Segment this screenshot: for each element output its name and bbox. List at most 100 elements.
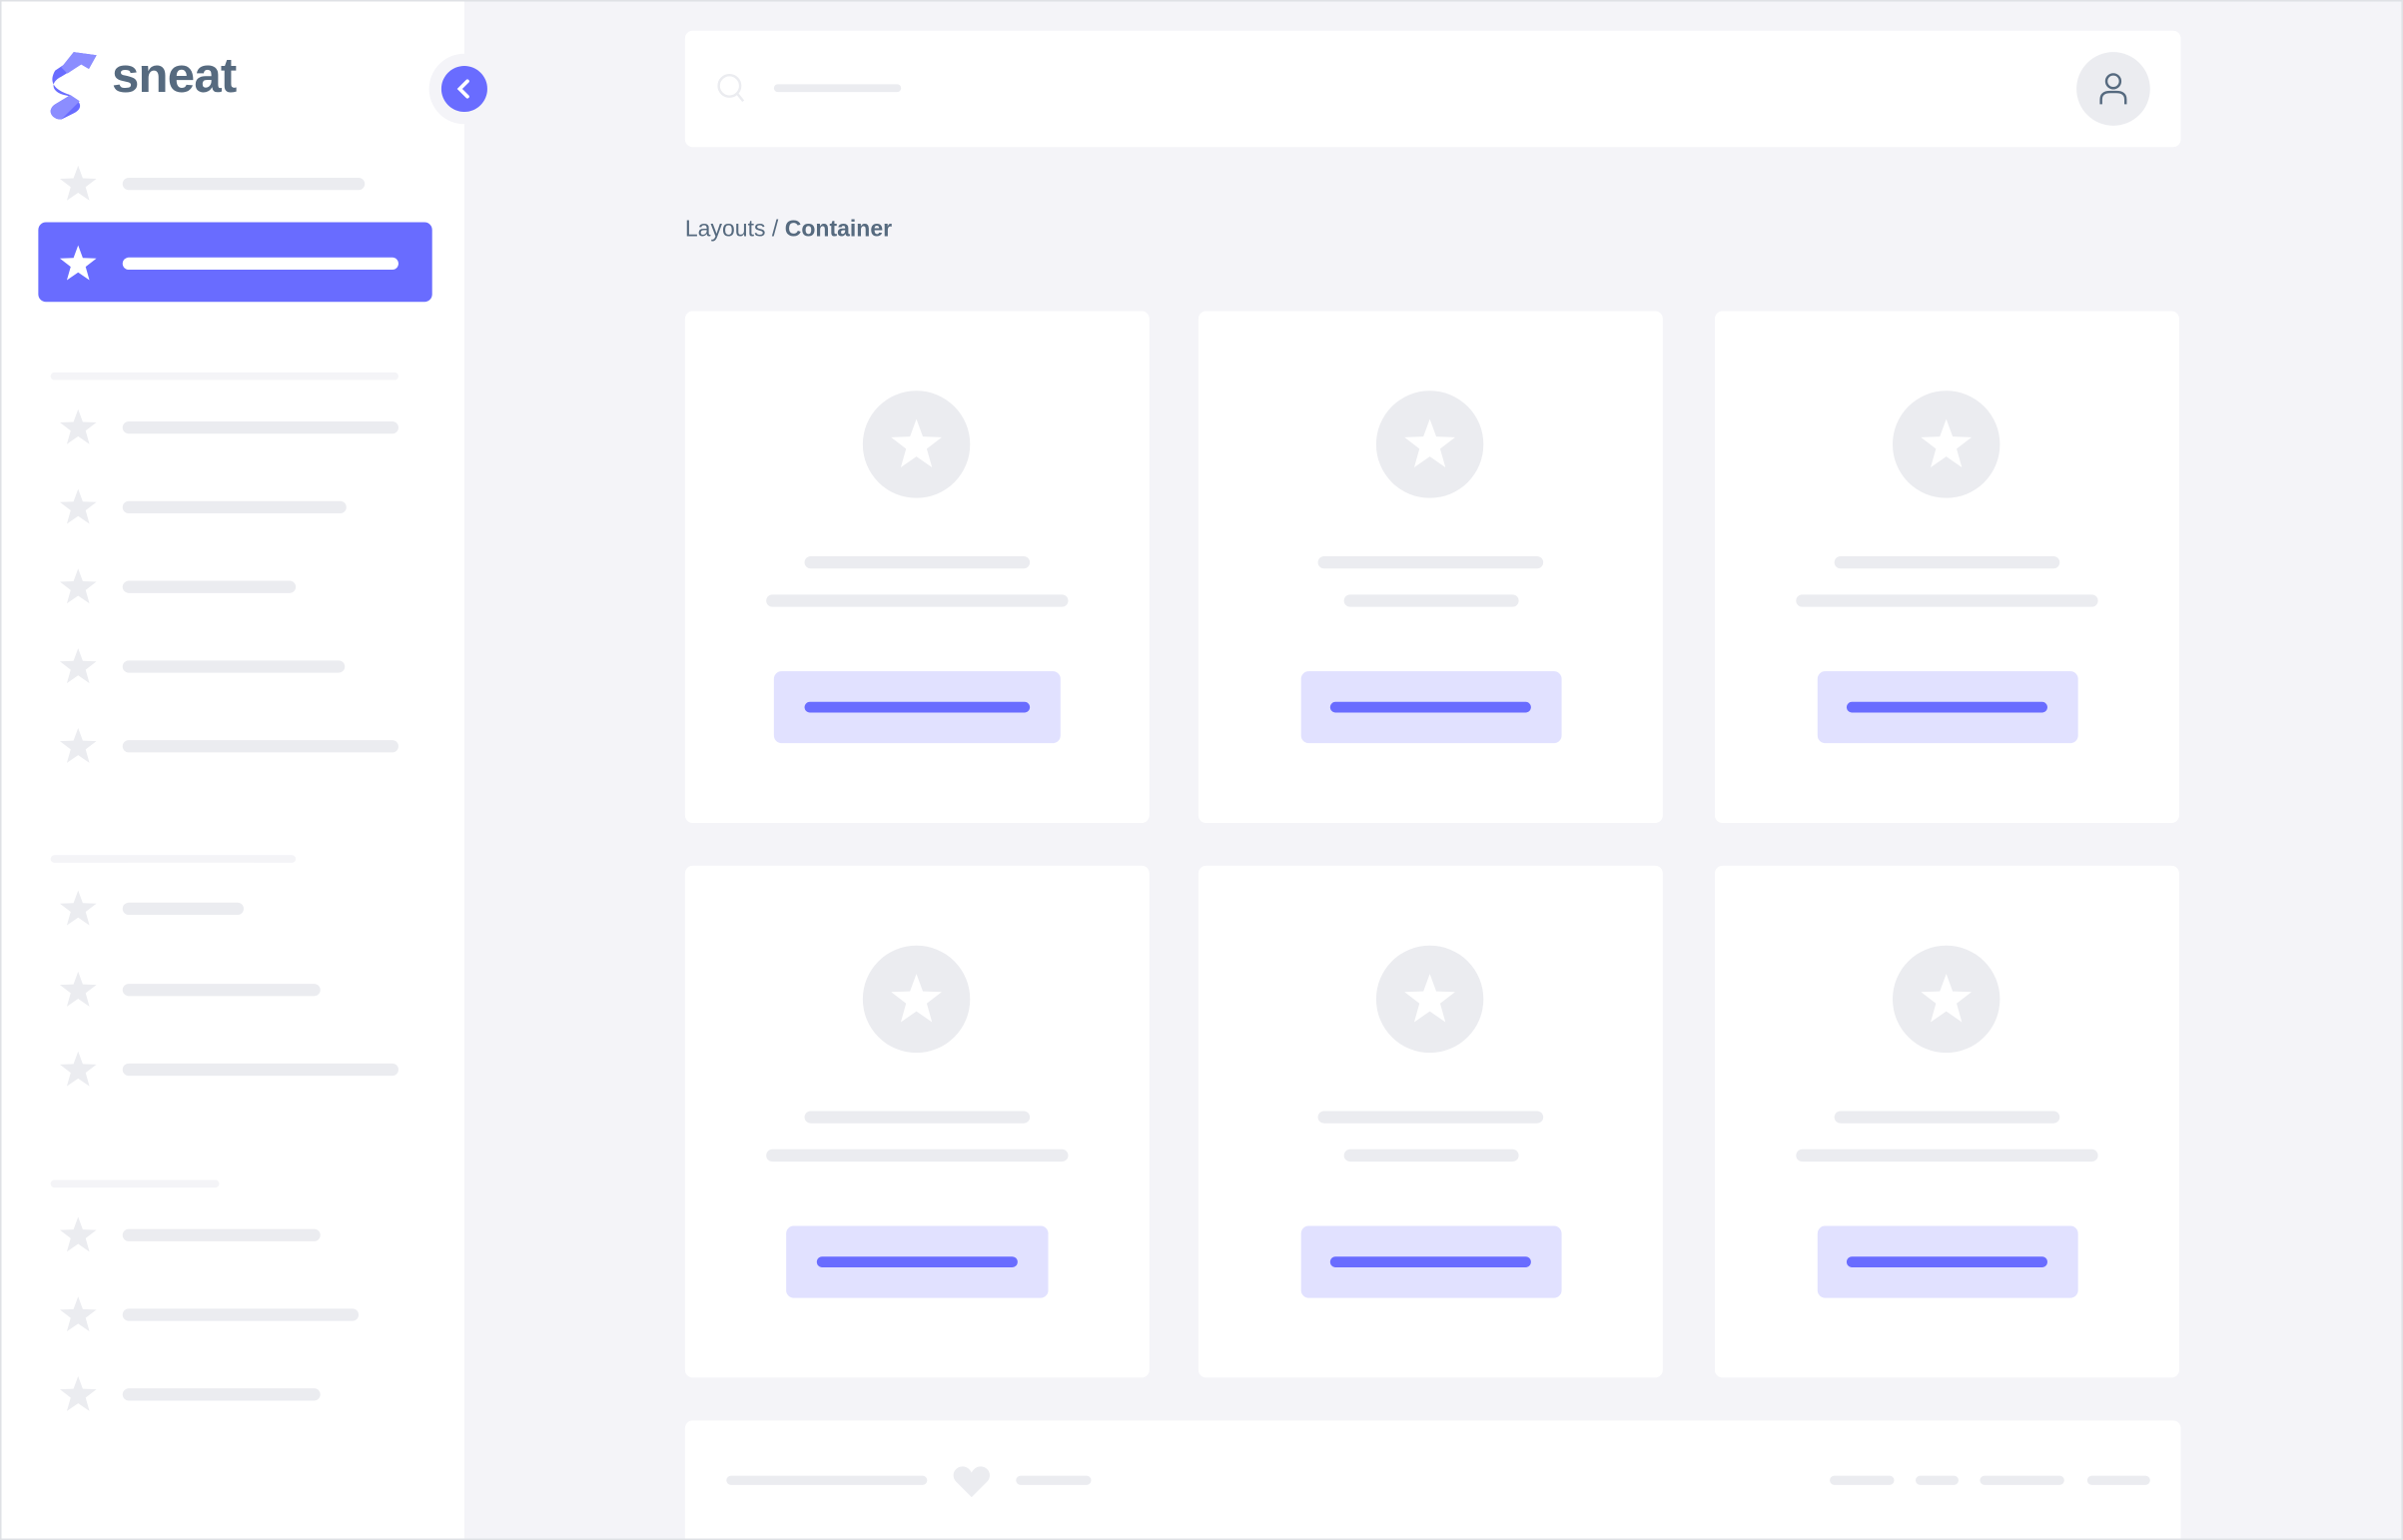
sidebar-item-label[interactable] [122,984,321,997]
sidebar-item-label[interactable] [122,1063,399,1077]
card-button[interactable] [1817,671,2077,744]
star-icon [59,568,97,604]
sidebar-item-icon [58,164,98,204]
card [1714,865,2179,1378]
card-text-skeleton [766,594,1069,607]
chevron-left-icon [456,79,469,99]
sidebar-item-icon [58,889,98,929]
card-icon-circle [1892,390,2001,498]
card-title-skeleton [1834,1111,2060,1124]
heart-icon [953,1466,990,1498]
card-button-label [804,701,1031,713]
card-button[interactable] [1299,671,1561,744]
card-text-skeleton [1342,1149,1518,1162]
card-button-label [1846,701,2047,713]
star-icon [59,1051,97,1087]
card-title-skeleton [804,555,1031,569]
card-icon-circle [1375,945,1484,1054]
star-icon [59,1376,97,1411]
footer [684,1420,2181,1539]
sneat-logo-icon [50,52,97,120]
search-input[interactable] [773,84,902,93]
sidebar-item-label[interactable] [122,1388,321,1401]
star-icon [59,971,97,1007]
sidebar-section-header [50,1179,220,1188]
card [1198,311,1663,823]
card [684,311,1150,823]
card-text-skeleton [1796,594,2098,607]
sidebar-item-icon [58,1374,98,1414]
footer-link-skeleton[interactable] [1916,1475,1959,1485]
card-icon-circle [1892,945,2001,1054]
card-button-label [1329,1256,1531,1267]
sidebar-item-label[interactable] [122,1228,321,1241]
card-button-label [816,1256,1018,1267]
sidebar-item-label[interactable] [122,740,399,753]
breadcrumb-separator: / [765,216,785,243]
sidebar-item-active-label[interactable] [122,257,399,271]
card-title-skeleton [804,1111,1031,1124]
breadcrumb-current: Container [784,216,893,243]
card-title-skeleton [1834,555,2060,569]
card-button[interactable] [1299,1225,1561,1298]
footer-text-skeleton [726,1475,928,1485]
card-icon-circle [862,945,971,1054]
footer-link-skeleton[interactable] [1830,1475,1895,1485]
card [684,865,1150,1378]
sidebar-item-icon [58,567,98,607]
card [1714,311,2179,823]
star-icon [59,727,97,763]
sidebar-item-label[interactable] [122,902,244,916]
sidebar: sneat [1,1,500,1539]
star-icon [1921,418,1973,467]
card-button[interactable] [1817,1225,2077,1298]
sidebar-item-label[interactable] [122,500,347,514]
sidebar-item-icon [58,1050,98,1090]
sidebar-item-icon [58,1295,98,1335]
star-icon [59,245,97,281]
card-icon-circle [862,390,971,498]
sidebar-item-label[interactable] [122,177,366,191]
star-icon [1921,974,1973,1023]
sidebar-item-label[interactable] [122,420,399,434]
breadcrumb-parent[interactable]: Layouts [684,216,766,243]
sidebar-item-icon [58,647,98,687]
card-button[interactable] [773,671,1061,744]
star-icon [1404,418,1455,467]
card-button-label [1846,1256,2047,1267]
sidebar-item-icon [58,244,98,284]
sidebar-section-header [50,855,297,863]
star-icon [1404,974,1455,1023]
search-icon[interactable] [717,73,748,105]
star-icon [59,890,97,926]
sidebar-item-label[interactable] [122,580,297,593]
breadcrumb: Layouts / Container [685,216,892,242]
collapse-sidebar-button[interactable] [440,65,487,113]
sidebar-item-label[interactable] [122,660,346,673]
sidebar-item-icon [58,1215,98,1255]
star-icon [891,418,942,467]
star-icon [59,165,97,201]
sidebar-item-label[interactable] [122,1308,360,1321]
footer-link-skeleton[interactable] [1980,1475,2064,1485]
card-title-skeleton [1317,1111,1544,1124]
user-avatar[interactable] [2076,52,2150,126]
star-icon [59,408,97,444]
brand-name: sneat [112,47,237,103]
card-icon-circle [1375,390,1484,498]
sidebar-item-icon [58,407,98,447]
card-button-label [1329,701,1531,713]
card-text-skeleton [1796,1149,2098,1162]
star-icon [59,488,97,524]
star-icon [891,974,942,1023]
star-icon [59,648,97,684]
user-icon [2099,73,2127,105]
navbar [684,30,2181,148]
card-text-skeleton [1342,594,1518,607]
footer-link-skeleton[interactable] [1016,1475,1092,1485]
footer-link-skeleton[interactable] [2086,1475,2150,1485]
sidebar-item-icon [58,970,98,1010]
sidebar-item-icon [58,726,98,766]
card-button[interactable] [786,1225,1049,1298]
